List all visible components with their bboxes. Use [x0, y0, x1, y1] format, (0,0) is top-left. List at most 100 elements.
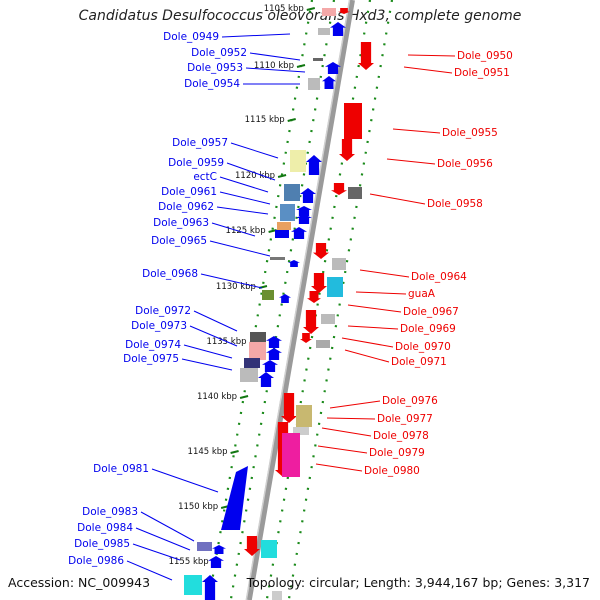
gene-block-cyan — [261, 540, 277, 558]
pseudo-gene-block — [321, 314, 335, 324]
leader-line — [321, 427, 372, 437]
pseudo-gene-block — [308, 78, 320, 90]
scale-tick — [277, 174, 287, 178]
forward-gene-arrow — [322, 76, 336, 89]
scale-tick — [230, 450, 239, 454]
reverse-gene-arrow — [313, 243, 329, 259]
pseudo-gene-block — [240, 368, 258, 382]
scale-label: 1125 kbp — [226, 226, 266, 236]
forward-gene-arrow — [291, 227, 307, 239]
forward-gene-arrow — [266, 336, 282, 348]
scale-tick — [306, 7, 316, 11]
gene-block-pink — [249, 342, 266, 360]
gene-block-olive — [296, 405, 312, 427]
reverse-gene-arrow — [303, 310, 319, 334]
gene-label-dole-0978: Dole_0978 — [373, 430, 429, 442]
gene-label-dole-0954: Dole_0954 — [184, 78, 240, 90]
leader-line — [347, 304, 402, 313]
gene-label-dole-0950: Dole_0950 — [457, 50, 513, 62]
gene-segment — [270, 257, 285, 260]
gene-label-dole-0949: Dole_0949 — [163, 31, 219, 43]
scale-tick — [239, 395, 249, 399]
gene-label-dole-0953: Dole_0953 — [187, 62, 243, 74]
leader-line — [209, 240, 271, 257]
scale-label: 1140 kbp — [197, 392, 237, 402]
dotted-track-3 — [287, 0, 394, 600]
gene-label-guaa: guaA — [408, 288, 436, 300]
topology-label: Topology: circular; Length: 3,944,167 bp… — [246, 575, 590, 590]
gene-label-dole-0957: Dole_0957 — [172, 137, 228, 149]
leader-line — [326, 417, 376, 420]
gene-label-dole-0962: Dole_0962 — [158, 201, 214, 213]
leader-line — [132, 543, 181, 561]
gene-label-dole-0969: Dole_0969 — [400, 323, 456, 335]
track-group — [207, 0, 394, 600]
leader-line — [189, 325, 238, 347]
leader-line — [200, 273, 263, 289]
scale-label: 1120 kbp — [235, 171, 275, 181]
gene-label-dole-0968: Dole_0968 — [142, 268, 198, 280]
gene-label-dole-0971: Dole_0971 — [391, 356, 447, 368]
gene-block-navy — [244, 358, 260, 368]
forward-gene-arrow — [300, 188, 316, 203]
forward-gene-arrow — [296, 214, 312, 224]
leader-line — [230, 142, 279, 159]
scale-tick — [296, 64, 306, 68]
gene-label-dole-0980: Dole_0980 — [364, 465, 420, 477]
gene-label-dole-0961: Dole_0961 — [161, 186, 217, 198]
forward-gene-arrow — [262, 360, 278, 372]
leader-line — [211, 222, 256, 237]
leader-line — [315, 463, 363, 472]
leader-line — [140, 511, 195, 542]
reverse-gene-arrow — [307, 291, 321, 303]
gene-block-pink — [322, 8, 336, 16]
gene-label-dole-0983: Dole_0983 — [82, 506, 138, 518]
reverse-gene-arrow — [311, 273, 327, 293]
forward-gene-arrow — [288, 260, 300, 267]
gene-block-blue — [275, 230, 289, 238]
gene-block-violet — [197, 542, 212, 551]
scale-label: 1155 kbp — [169, 557, 209, 567]
forward-gene-long — [221, 466, 248, 530]
leader-line — [359, 269, 410, 278]
gene-block-magenta — [282, 433, 300, 477]
pseudo-gene-block — [272, 591, 282, 600]
reverse-gene-arrow — [331, 183, 347, 195]
leader-line — [341, 337, 394, 348]
leader-line — [403, 66, 453, 74]
gene-label-dole-0981: Dole_0981 — [93, 463, 149, 475]
leader-line — [386, 158, 436, 165]
forward-gene-arrow — [208, 556, 224, 568]
scale-label: 1115 kbp — [245, 115, 285, 125]
gene-label-dole-0956: Dole_0956 — [437, 158, 493, 170]
leader-line — [355, 291, 407, 295]
pseudo-gene-block — [316, 340, 330, 348]
reverse-gene-arrow — [339, 139, 355, 161]
gene-label-dole-0958: Dole_0958 — [427, 198, 483, 210]
forward-gene-arrow — [266, 348, 282, 360]
gene-label-dole-0974: Dole_0974 — [125, 339, 181, 351]
label-group: Dole_0949 Dole_0952 Dole_0953 Dole_0954 Dole… — [68, 31, 513, 581]
forward-gene-arrow — [296, 206, 312, 216]
gene-block-steel — [280, 204, 295, 221]
leader-line — [135, 527, 191, 551]
leader-line — [329, 400, 381, 409]
reverse-gene-arrow — [300, 333, 312, 343]
gene-label-dole-0976: Dole_0976 — [382, 395, 438, 407]
scale-label: 1130 kbp — [216, 282, 256, 292]
gene-group — [184, 8, 374, 600]
forward-gene-arrow — [258, 372, 274, 387]
reverse-gene-arrow — [281, 393, 297, 423]
scale-label: 1145 kbp — [188, 447, 228, 457]
reverse-gene-block — [344, 103, 362, 139]
gene-label-dole-0975: Dole_0975 — [123, 353, 179, 365]
gene-label-dole-0952: Dole_0952 — [191, 47, 247, 59]
leader-line — [219, 176, 269, 193]
gene-block-orange — [277, 222, 291, 230]
leader-line — [249, 52, 301, 61]
gene-label-dole-0970: Dole_0970 — [395, 341, 451, 353]
gene-block-cyan — [184, 575, 202, 595]
leader-line — [151, 468, 219, 493]
dotted-track-2 — [265, 0, 372, 600]
